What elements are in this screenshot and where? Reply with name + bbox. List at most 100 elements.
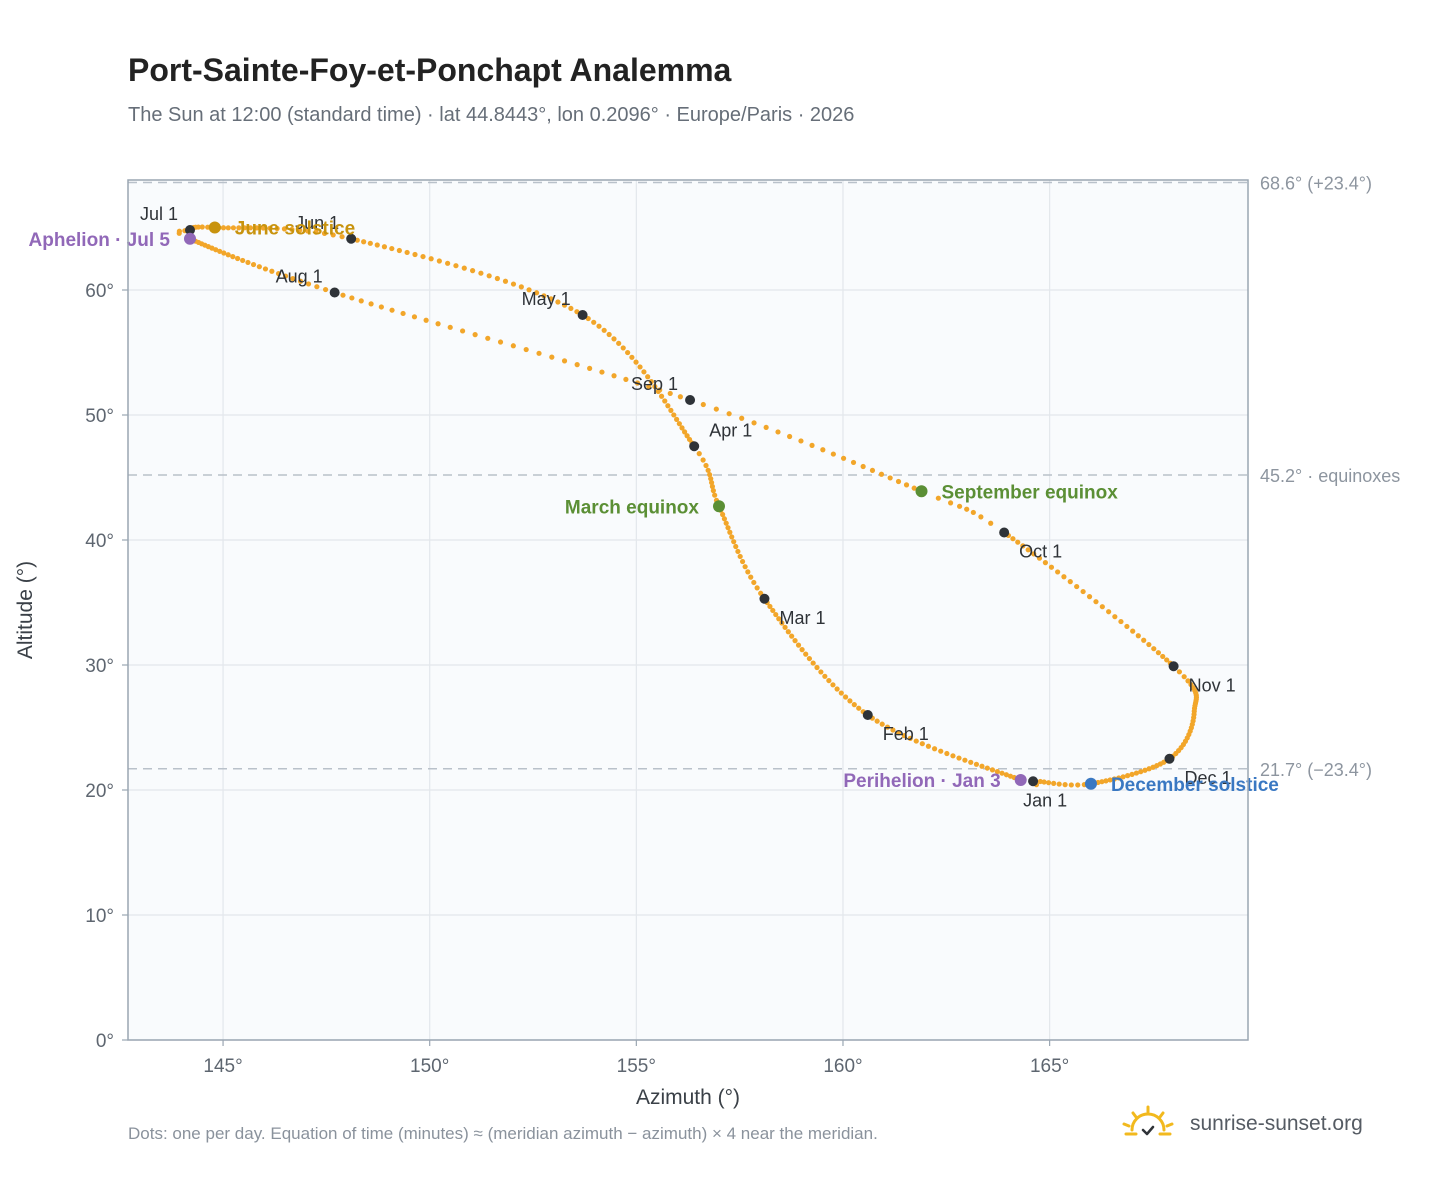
day-dot	[245, 259, 251, 266]
day-dot	[709, 483, 716, 490]
day-dot	[947, 500, 954, 506]
day-dot	[1155, 650, 1161, 656]
plot-frame	[127, 179, 1249, 1041]
day-dot	[1164, 657, 1170, 663]
day-dot	[1099, 604, 1105, 610]
day-dot	[1129, 771, 1135, 777]
month-marker	[184, 225, 195, 235]
reference-line-label: 68.6° (+23.4°)	[1260, 174, 1372, 194]
day-dot	[423, 317, 429, 323]
day-dot	[668, 407, 674, 413]
day-dot	[368, 301, 374, 307]
day-dot	[878, 471, 885, 477]
day-dot	[616, 340, 622, 346]
day-dot	[633, 359, 639, 365]
day-dot	[596, 323, 602, 329]
day-dot	[887, 475, 893, 481]
month-label: Dec 1	[1184, 768, 1231, 788]
day-dot	[220, 225, 227, 231]
day-dot	[555, 299, 561, 305]
day-dot	[1133, 770, 1140, 776]
day-dot	[568, 305, 574, 312]
day-dot	[677, 394, 683, 400]
day-dot	[1055, 569, 1061, 575]
day-dot	[217, 248, 223, 254]
day-dot	[447, 324, 453, 330]
day-dot	[646, 383, 652, 390]
day-dot	[847, 698, 853, 704]
day-dot	[751, 579, 757, 586]
day-dot	[826, 677, 832, 684]
day-dot	[1142, 767, 1148, 773]
day-dot	[721, 516, 728, 522]
day-dot	[931, 746, 938, 752]
plot-area	[128, 180, 1248, 1040]
day-dot	[1124, 623, 1130, 630]
day-dot	[1041, 779, 1047, 785]
month-marker	[1164, 753, 1175, 764]
day-dot	[803, 651, 809, 657]
day-dot	[548, 296, 554, 302]
brand-name[interactable]: sunrise-sunset.org	[1190, 1112, 1363, 1135]
day-dot	[485, 335, 491, 341]
day-dot	[367, 240, 373, 246]
brand[interactable]: sunrise-sunset.org	[1120, 1104, 1363, 1144]
day-dot	[561, 358, 568, 364]
event-label: March equinox	[565, 497, 700, 518]
day-dot	[461, 265, 467, 271]
day-dot	[720, 511, 726, 518]
day-dot	[763, 424, 769, 431]
day-dot	[241, 225, 248, 231]
y-tick-label: 0°	[96, 1031, 114, 1052]
day-dot	[230, 254, 236, 260]
footnote: Dots: one per day. Equation of time (min…	[128, 1124, 878, 1143]
y-tick-label: 20°	[85, 781, 114, 802]
day-dot	[731, 539, 737, 545]
day-dot	[523, 346, 529, 353]
event-marker	[208, 221, 221, 234]
day-dot	[400, 310, 406, 317]
day-dot	[739, 415, 745, 421]
day-dot	[349, 295, 355, 301]
day-dot	[874, 718, 880, 724]
day-dot	[903, 482, 910, 488]
day-dot	[322, 286, 329, 293]
day-dot	[321, 230, 328, 237]
day-dot	[710, 488, 716, 494]
day-dot	[822, 673, 828, 679]
day-dot	[1056, 781, 1062, 787]
day-dot	[1051, 780, 1057, 786]
day-dot	[1146, 766, 1152, 772]
day-dot	[486, 273, 492, 279]
day-dot	[497, 339, 504, 345]
day-dot	[591, 319, 597, 325]
day-dot	[895, 478, 902, 485]
day-dot	[901, 733, 907, 739]
day-dot	[428, 256, 434, 262]
month-marker	[759, 593, 770, 604]
day-dot	[1120, 774, 1126, 780]
day-dot	[851, 702, 857, 708]
day-dot	[767, 603, 773, 610]
day-dot	[1118, 618, 1124, 625]
day-dot	[1138, 769, 1144, 775]
day-dot	[260, 225, 266, 231]
day-dot	[1048, 564, 1055, 570]
day-dot	[733, 543, 739, 550]
day-dot	[305, 228, 311, 234]
day-dot	[459, 328, 466, 334]
day-dot	[381, 244, 388, 250]
day-dot	[842, 694, 849, 700]
month-marker	[685, 395, 696, 405]
day-dot	[708, 476, 714, 482]
day-dot	[907, 735, 913, 741]
day-dot	[1068, 782, 1074, 788]
day-dot	[879, 721, 885, 727]
day-dot	[806, 655, 813, 662]
day-dot	[713, 406, 719, 412]
day-dot	[696, 451, 702, 457]
month-label: Jul 1	[140, 204, 178, 224]
day-dot	[782, 624, 788, 630]
day-dot	[358, 298, 364, 304]
day-dot	[789, 633, 795, 639]
